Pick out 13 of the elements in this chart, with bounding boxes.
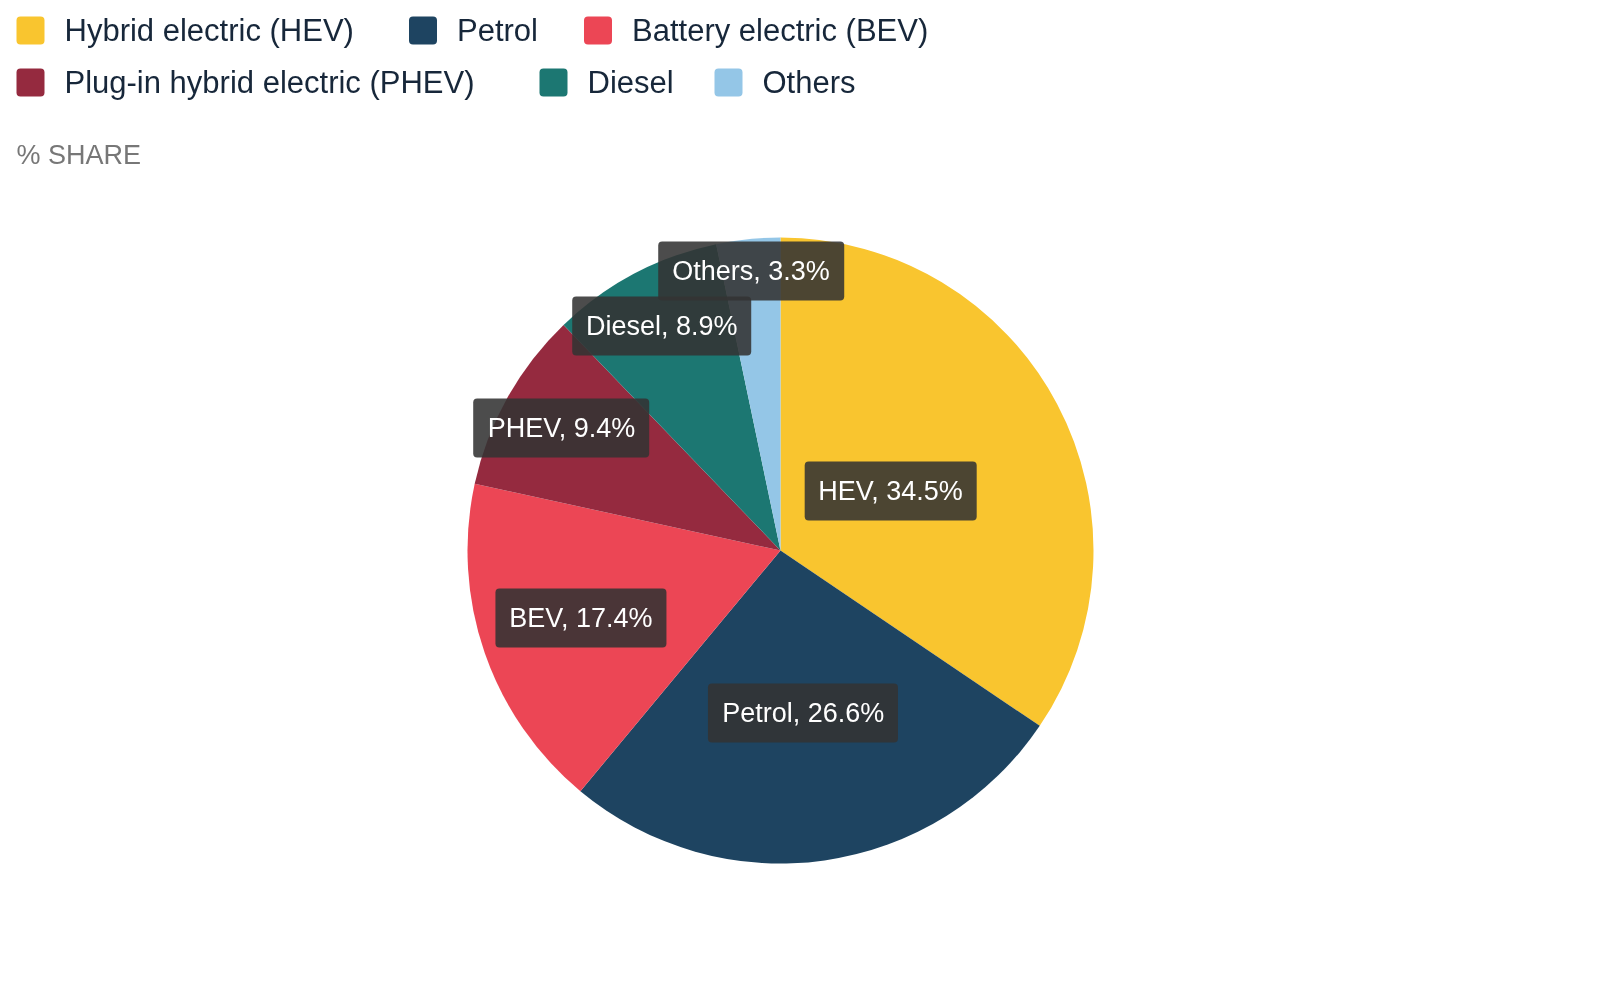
legend-label: Diesel [587, 65, 674, 100]
data-label: PHEV, 9.4% [473, 398, 650, 458]
text: % SHARE [16, 139, 142, 170]
data-label: BEV, 17.4% [495, 588, 667, 648]
legend-label: Petrol [457, 13, 538, 48]
data-label: Petrol, 26.6% [708, 683, 899, 743]
legend-label: Plug-in hybrid electric (PHEV) [64, 65, 475, 100]
legend-label: Hybrid electric (HEV) [64, 13, 354, 48]
data-label: HEV, 34.5% [804, 461, 977, 521]
legend-label: Battery electric (BEV) [632, 13, 929, 48]
data-label: Others, 3.3% [658, 241, 844, 301]
legend-label: Others [762, 65, 856, 100]
data-label: Diesel, 8.9% [571, 296, 752, 356]
